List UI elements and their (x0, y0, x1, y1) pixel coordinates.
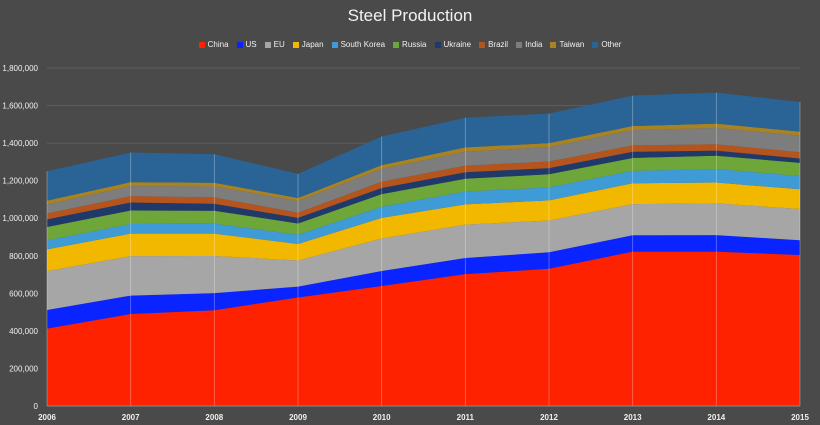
y-tick-label: 400,000 (9, 327, 38, 336)
legend-item-china: China (198, 40, 229, 49)
area-series-ukraine (47, 150, 800, 228)
legend-swatch (198, 41, 205, 48)
legend-swatch (516, 41, 523, 48)
area-series-eu (47, 203, 800, 311)
x-tick-label: 2012 (540, 413, 558, 422)
y-tick-label: 1,800,000 (2, 64, 38, 73)
legend-item-india: India (516, 40, 542, 49)
y-tick-label: 1,600,000 (2, 102, 38, 111)
vertical-gridlines (46, 92, 801, 407)
chart-title: Steel Production (347, 6, 473, 25)
stacked-areas (47, 92, 800, 406)
legend-label: US (245, 40, 257, 49)
y-tick-label: 1,400,000 (2, 139, 38, 148)
y-tick-label: 0 (34, 402, 39, 411)
legend-item-us: US (236, 40, 257, 49)
legend-item-brazil: Brazil (479, 40, 508, 49)
area-series-south-korea (47, 169, 800, 250)
y-tick-label: 800,000 (9, 252, 38, 261)
legend-label: Russia (402, 40, 427, 49)
area-series-other (47, 92, 800, 201)
legend-swatch (592, 41, 599, 48)
legend-swatch (236, 41, 243, 48)
x-tick-label: 2009 (289, 413, 307, 422)
legend-label: Ukraine (443, 40, 472, 49)
area-series-japan (47, 182, 800, 272)
legend-label: Japan (301, 40, 324, 49)
legend-label: Taiwan (559, 40, 585, 49)
y-tick-label: 200,000 (9, 364, 38, 373)
x-tick-label: 2010 (373, 413, 391, 422)
legend-item-eu: EU (264, 40, 285, 49)
legend-swatch (292, 41, 299, 48)
legend-label: India (525, 40, 543, 49)
y-tick-label: 600,000 (9, 289, 38, 298)
legend-item-south-korea: South Korea (331, 40, 386, 49)
legend-swatch (479, 41, 486, 48)
area-series-india (47, 127, 800, 214)
legend-label: Brazil (488, 40, 509, 49)
legend-item-taiwan: Taiwan (550, 40, 584, 49)
legend-item-russia: Russia (393, 40, 427, 49)
y-tick-label: 1,000,000 (2, 214, 38, 223)
legend-swatch (331, 41, 338, 48)
legend-label: South Korea (340, 40, 386, 49)
chart-legend: China US EU Japan South Korea Russia Ukraine Br… (0, 40, 820, 49)
area-series-us (47, 235, 800, 329)
x-tick-label: 2013 (624, 413, 642, 422)
legend-swatch (434, 41, 441, 48)
y-tick-label: 1,200,000 (2, 177, 38, 186)
legend-item-other: Other (592, 40, 621, 49)
legend-swatch (550, 41, 557, 48)
legend-label: China (207, 40, 229, 49)
legend-item-japan: Japan (292, 40, 324, 49)
legend-label: EU (273, 40, 285, 49)
legend-swatch (264, 41, 271, 48)
x-tick-label: 2006 (38, 413, 56, 422)
x-tick-label: 2015 (791, 413, 809, 422)
x-tick-label: 2007 (122, 413, 140, 422)
x-tick-label: 2008 (205, 413, 223, 422)
area-series-china (47, 251, 800, 406)
x-axis-ticks: 2006 2007 2008 2009 2010 2011 2012 2013 2014 2015 (38, 413, 809, 422)
x-tick-label: 2011 (457, 413, 475, 422)
legend-swatch (393, 41, 400, 48)
area-series-russia (47, 155, 800, 241)
legend-item-ukraine: Ukraine (434, 40, 472, 49)
y-axis-ticks: 0 200,000 400,000 600,000 800,000 1,000,000 1,… (2, 64, 38, 411)
legend-label: Other (601, 40, 622, 49)
x-tick-label: 2014 (707, 413, 725, 422)
